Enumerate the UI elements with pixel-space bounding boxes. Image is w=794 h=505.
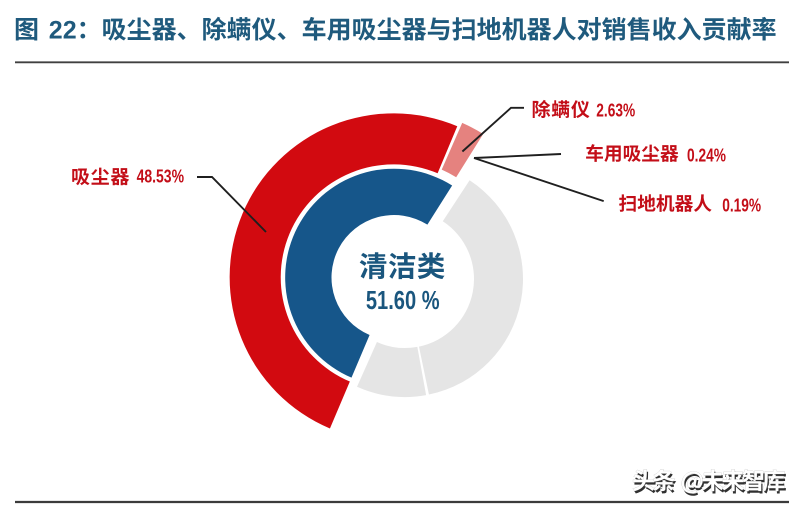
svg-text:22: 22 <box>49 16 77 44</box>
svg-text:0.19%: 0.19% <box>722 194 761 215</box>
svg-text:51.60 %: 51.60 % <box>366 287 440 315</box>
svg-text:0.24%: 0.24% <box>687 144 726 165</box>
svg-text:2.63%: 2.63% <box>596 100 635 121</box>
svg-text:48.53%: 48.53% <box>137 166 184 187</box>
